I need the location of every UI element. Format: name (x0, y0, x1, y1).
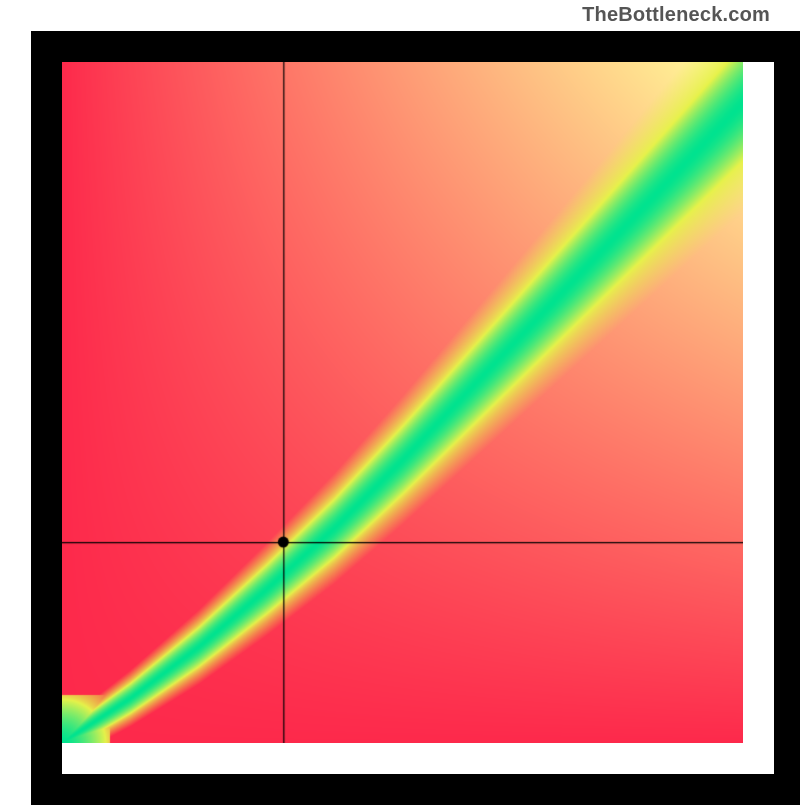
watermark-text: TheBottleneck.com (582, 4, 770, 27)
plot-frame-right (774, 31, 800, 805)
heatmap-canvas (62, 62, 743, 743)
plot-frame-top (31, 31, 800, 62)
chart-container: TheBottleneck.com (0, 0, 800, 800)
plot-frame-left (31, 31, 62, 805)
plot-frame-bottom (31, 774, 800, 805)
